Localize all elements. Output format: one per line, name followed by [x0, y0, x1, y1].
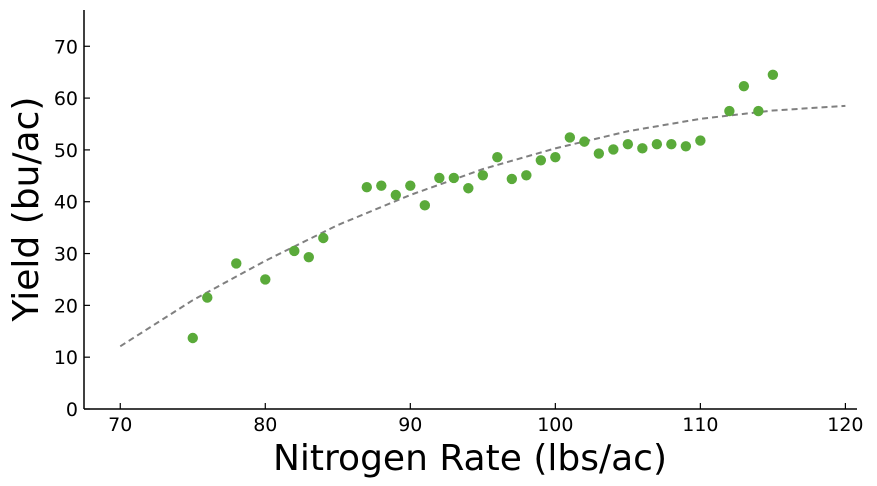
data-point	[492, 151, 503, 163]
axes: 70 80 90 100 110 120 0 10 20 30 40 50 60 70	[54, 10, 864, 436]
data-point	[535, 155, 547, 166]
data-point	[448, 172, 460, 184]
data-point	[651, 139, 663, 150]
data-point	[361, 182, 372, 193]
y-tick-label: 40	[54, 192, 78, 214]
data-point	[303, 251, 314, 263]
y-tick-label: 10	[54, 347, 78, 369]
y-tick-label: 50	[54, 140, 78, 162]
data-point	[564, 132, 576, 143]
data-point	[637, 143, 648, 154]
y-tick-label: 0	[66, 399, 78, 421]
data-point	[550, 151, 561, 163]
data-point	[506, 173, 518, 185]
x-tick-label: 70	[108, 414, 132, 436]
data-point	[405, 180, 416, 191]
data-point	[260, 274, 271, 285]
x-tick-label: 120	[827, 414, 863, 436]
data-point	[680, 141, 692, 152]
y-tick-label: 30	[54, 244, 78, 266]
y-tick-label: 20	[54, 295, 78, 317]
fit-curve	[119, 104, 846, 348]
data-point	[753, 105, 764, 117]
data-point	[767, 69, 779, 80]
y-tick-label: 60	[54, 88, 78, 110]
data-point	[463, 183, 474, 194]
data-point	[202, 292, 213, 303]
data-point	[419, 200, 431, 211]
data-point	[376, 180, 387, 191]
y-tick-label: 70	[54, 36, 78, 58]
data-point	[477, 170, 489, 181]
y-axis-title: Yield (bu/ac)	[6, 97, 47, 323]
data-point	[521, 170, 532, 181]
data-point	[231, 258, 242, 269]
data-point	[289, 245, 300, 257]
data-point	[738, 80, 750, 92]
x-tick-label: 110	[682, 414, 718, 436]
data-point	[666, 139, 677, 150]
fit-curve-layer	[119, 104, 846, 348]
data-point	[622, 139, 634, 150]
x-tick-label: 80	[253, 414, 277, 436]
x-tick-label: 90	[398, 414, 422, 436]
x-axis-title: Nitrogen Rate (lbs/ac)	[273, 438, 667, 479]
data-point	[695, 135, 706, 146]
data-point	[390, 189, 402, 201]
data-point	[724, 105, 735, 117]
data-point	[579, 136, 590, 147]
data-point	[187, 332, 198, 344]
data-point	[434, 172, 445, 184]
data-point	[608, 144, 619, 155]
data-points-layer	[187, 69, 779, 344]
data-point	[593, 148, 605, 159]
data-point	[318, 232, 329, 244]
x-tick-label: 100	[537, 414, 573, 436]
